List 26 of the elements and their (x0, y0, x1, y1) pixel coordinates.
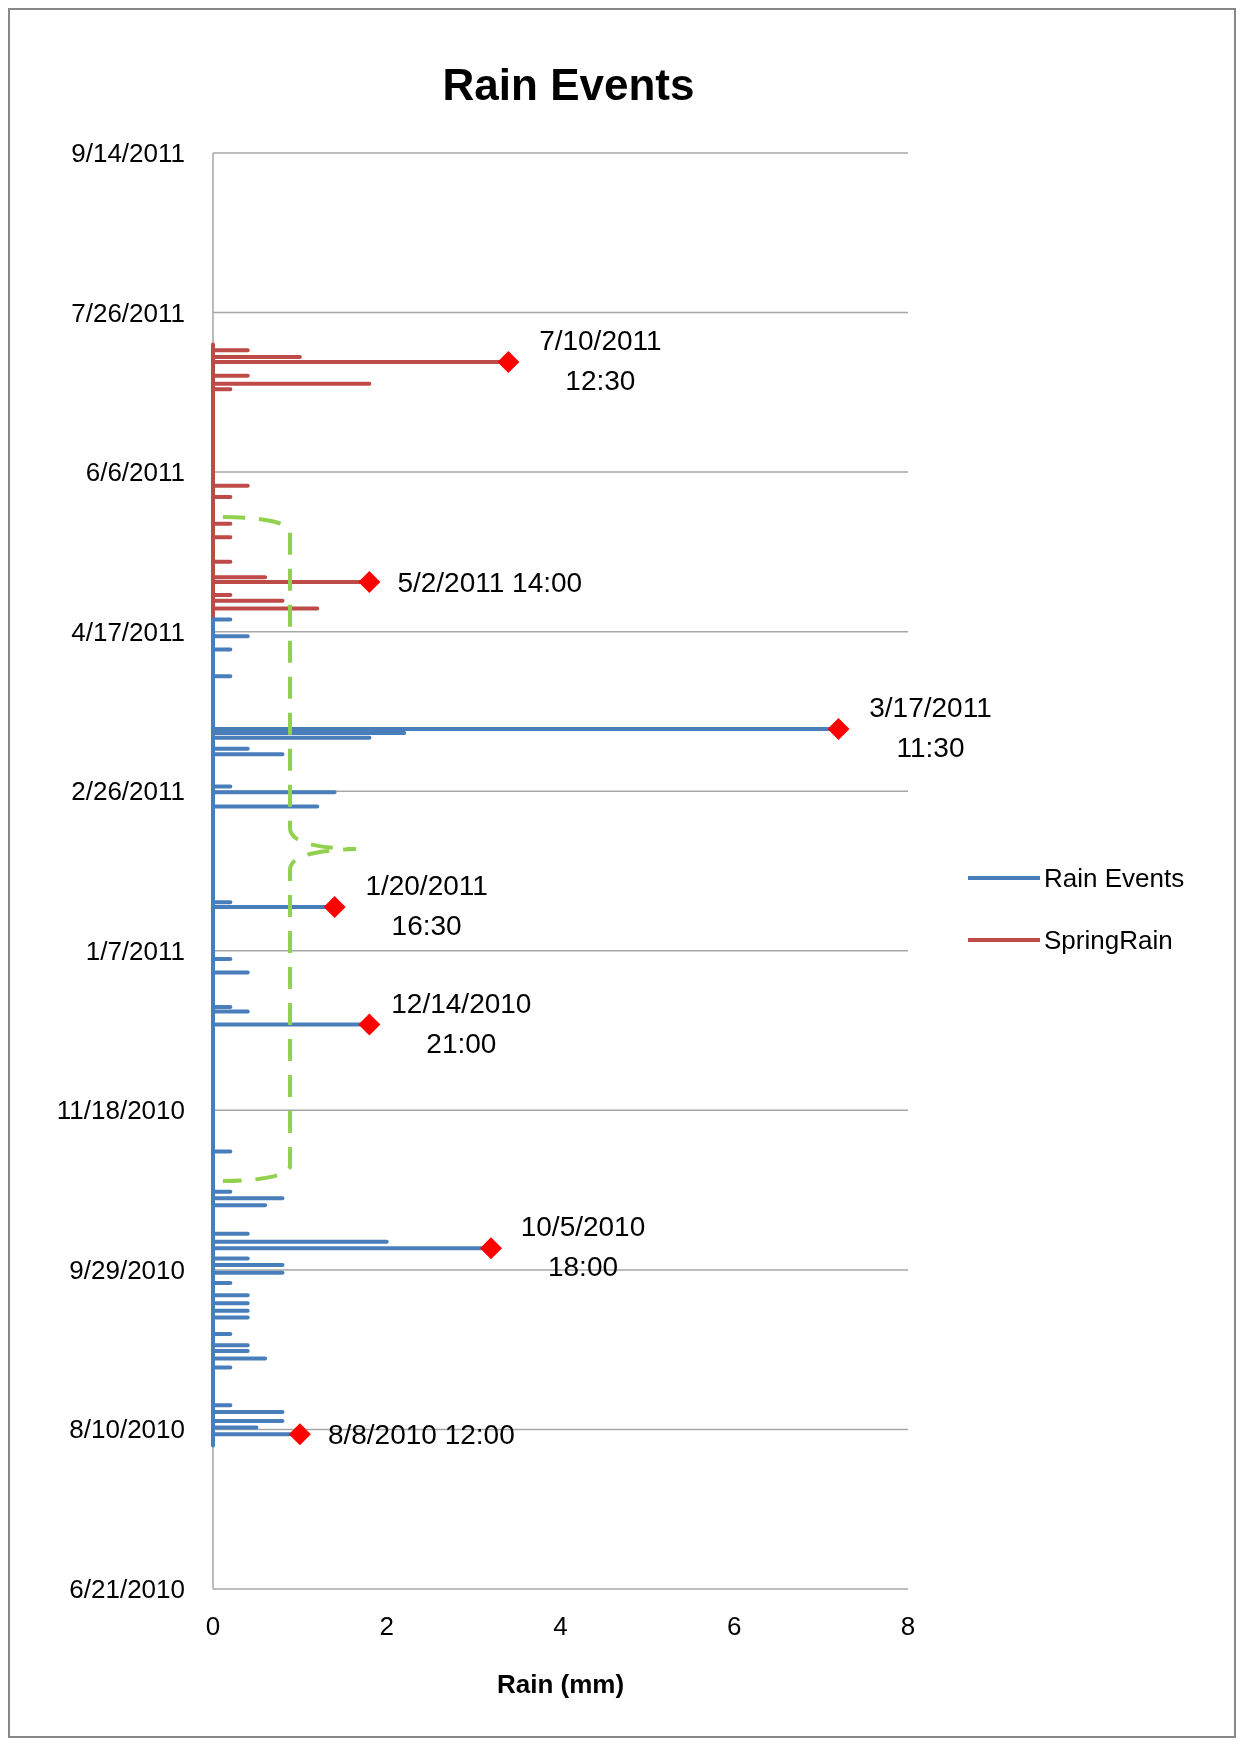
annotation: 10/5/2010 18:00 (520, 1211, 646, 1283)
x-tick-label: 6 (727, 1611, 742, 1641)
annotation: 5/2/2011 14:00 (397, 566, 583, 598)
y-tick-label: 4/17/2011 (71, 616, 185, 647)
annotation: 7/10/2011 12:30 (539, 324, 662, 396)
annotation: 8/8/2010 12:00 (327, 1419, 515, 1451)
x-tick-label: 0 (205, 1611, 221, 1641)
x-tick-label: 2 (379, 1611, 394, 1641)
annotation: 12/14/2010 21:00 (391, 987, 532, 1059)
y-tick-label: 9/29/2010 (69, 1254, 185, 1285)
y-tick-label: 11/18/2010 (56, 1095, 185, 1126)
y-tick-label: 2/26/2011 (71, 776, 185, 807)
y-tick-label: 8/10/2010 (69, 1414, 185, 1445)
y-tick-label: 6/21/2010 (69, 1574, 185, 1604)
x-axis-title: Rain (mm) (496, 1669, 625, 1699)
y-tick-label: 6/6/2011 (85, 457, 185, 488)
legend-label: Rain Events (1044, 863, 1185, 893)
annotation: 3/17/2011 11:30 (869, 692, 992, 764)
chart-title: Rain Events (442, 60, 695, 109)
y-tick-label: 7/26/2011 (71, 297, 185, 328)
x-tick-label: 8 (900, 1611, 916, 1641)
x-tick-label: 4 (553, 1611, 568, 1641)
y-tick-label: 1/7/2011 (85, 935, 185, 966)
y-tick-label: 9/14/2011 (71, 138, 185, 168)
legend-label: SpringRain (1044, 925, 1173, 955)
annotation: 1/20/2011 16:30 (365, 870, 488, 942)
